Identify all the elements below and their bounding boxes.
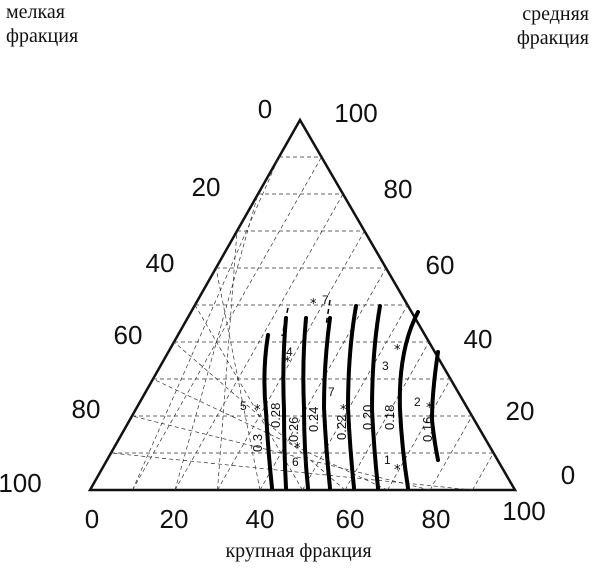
bottom-tick-label: 80 bbox=[422, 504, 451, 534]
right-tick-label: 20 bbox=[506, 396, 535, 426]
isoline-label: 0.3 bbox=[250, 434, 265, 452]
isoline-label: 0.24 bbox=[306, 407, 321, 432]
point-label: 3 bbox=[382, 359, 389, 373]
point-label: 4 bbox=[286, 345, 293, 359]
isoline bbox=[262, 333, 274, 490]
triangle-grid bbox=[87, 117, 518, 492]
isoline bbox=[369, 304, 382, 490]
medium-fraction-label: средняя фракция bbox=[516, 3, 589, 49]
bottom-tick-label: 40 bbox=[246, 504, 275, 534]
grid-line bbox=[302, 304, 408, 491]
point-marker: * bbox=[394, 463, 401, 478]
grid-line bbox=[110, 452, 473, 491]
isoline bbox=[429, 350, 440, 462]
point-label: 7 bbox=[328, 385, 335, 399]
isoline-dashed bbox=[281, 307, 289, 337]
point-label: 7 bbox=[322, 293, 329, 307]
left-tick-label: 100 bbox=[0, 468, 42, 498]
bottom-tick-label: 20 bbox=[160, 504, 189, 534]
grid-line bbox=[472, 452, 494, 491]
coarse-fraction-label: крупная фракция bbox=[225, 540, 372, 562]
grid-line bbox=[132, 156, 280, 491]
point-marker: * bbox=[426, 401, 433, 416]
grid-line bbox=[217, 230, 365, 491]
point-marker: * bbox=[394, 343, 401, 358]
bottom-tick-label: 100 bbox=[502, 496, 545, 526]
isoline bbox=[345, 304, 358, 490]
left-tick-label: 40 bbox=[146, 248, 175, 278]
grid-line bbox=[387, 378, 451, 491]
isoline bbox=[281, 316, 288, 490]
isoline-label: 0.28 bbox=[268, 403, 283, 428]
isolines: 0.30.280.26 0.24 0.22 0.20 0.18 0.16 bbox=[250, 299, 440, 490]
axis-ticks: 0 20 40 60 80 100 100 80 60 40 20 0 0 20 40 60 80 100 bbox=[0, 94, 575, 534]
isoline bbox=[301, 316, 310, 490]
point-marker: * bbox=[340, 403, 347, 418]
left-tick-label: 0 bbox=[258, 94, 272, 124]
point-label: 2 bbox=[414, 395, 421, 409]
right-tick-label: 40 bbox=[464, 324, 493, 354]
point-label: 5 bbox=[240, 399, 247, 413]
isoline-dashed bbox=[325, 299, 331, 327]
isoline bbox=[397, 310, 420, 490]
point-label: 6 bbox=[292, 455, 299, 469]
right-tick-label: 80 bbox=[384, 174, 413, 204]
bottom-tick-label: 0 bbox=[85, 504, 99, 534]
sample-points: *1*2*3*4*5*6*7* 7 bbox=[240, 293, 433, 478]
right-tick-label: 100 bbox=[334, 98, 377, 128]
point-marker: * bbox=[254, 403, 261, 418]
point-label: 1 bbox=[384, 453, 391, 467]
fine-fraction-label: мелкая фракция bbox=[6, 1, 79, 47]
left-tick-label: 80 bbox=[72, 394, 101, 424]
isoline-label: 0.20 bbox=[360, 405, 375, 430]
isoline-label: 0.16 bbox=[420, 417, 435, 442]
bottom-tick-label: 60 bbox=[336, 504, 365, 534]
right-tick-label: 0 bbox=[561, 460, 575, 490]
point-marker: * bbox=[284, 355, 291, 370]
right-tick-label: 60 bbox=[426, 250, 455, 280]
left-tick-label: 60 bbox=[114, 320, 143, 350]
left-tick-label: 20 bbox=[192, 172, 221, 202]
grid-line bbox=[174, 193, 259, 491]
isoline-label: 0.18 bbox=[382, 405, 397, 430]
point-marker: * bbox=[310, 297, 317, 312]
isoline bbox=[321, 316, 332, 490]
grid-line bbox=[152, 378, 388, 491]
isoline-label: 0.22 bbox=[334, 415, 349, 440]
point-marker: * bbox=[294, 441, 301, 456]
isoline-label: 0.26 bbox=[286, 417, 301, 442]
grid-line bbox=[131, 415, 431, 491]
